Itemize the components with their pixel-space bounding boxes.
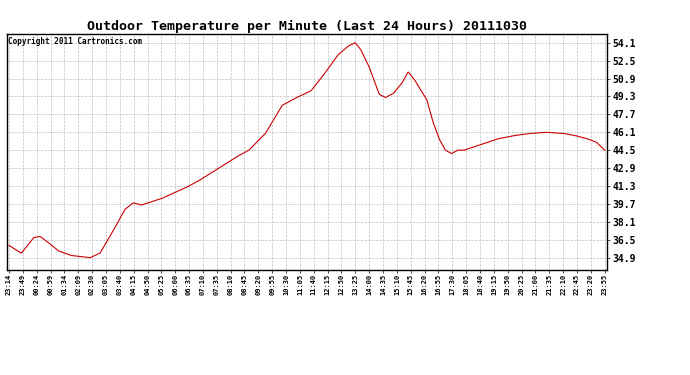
Text: Copyright 2011 Cartronics.com: Copyright 2011 Cartronics.com: [8, 37, 142, 46]
Title: Outdoor Temperature per Minute (Last 24 Hours) 20111030: Outdoor Temperature per Minute (Last 24 …: [87, 20, 527, 33]
